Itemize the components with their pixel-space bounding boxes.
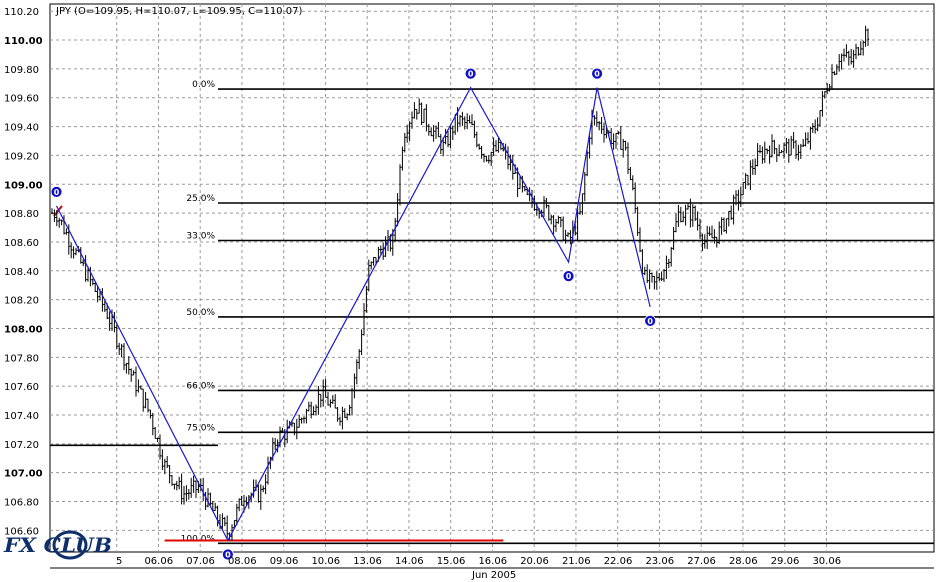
x-tick-label: 5: [116, 556, 122, 567]
fib-level-label: 0.0%: [192, 80, 215, 90]
x-tick-label: 16.06: [478, 556, 507, 567]
pivot-marker: [50, 185, 63, 198]
plot-area: [49, 3, 935, 553]
y-tick-label: 106.60: [4, 526, 39, 537]
pivot-marker: [562, 270, 575, 283]
fib-level-label: 25.0%: [186, 194, 215, 204]
fib-level-label: 75.0%: [186, 423, 215, 433]
pivot-marker: [221, 548, 234, 561]
y-tick-label: 109.40: [4, 123, 39, 134]
fib-level-label: 66.0%: [186, 381, 215, 391]
x-tick-label: 20.06: [520, 556, 549, 567]
y-tick-label: 108.60: [4, 238, 39, 249]
y-tick-label: 107.60: [4, 382, 39, 393]
grid: [50, 4, 934, 552]
x-tick-label: 22.06: [604, 556, 633, 567]
y-tick-label: 107.40: [4, 411, 39, 422]
y-tick-label: 108.20: [4, 296, 39, 307]
x-tick-label: 10.06: [311, 556, 340, 567]
x-tick-label: 27.06: [687, 556, 716, 567]
x-tick-label: 28.06: [729, 556, 758, 567]
x-tick-label: 06.06: [144, 556, 173, 567]
pivot-marker: [464, 67, 477, 80]
pivot-marker-label: 0: [468, 70, 474, 79]
y-tick-label: 107.20: [4, 440, 39, 451]
y-tick-label: 107.80: [4, 353, 39, 364]
pivot-marker: [644, 314, 657, 327]
x-tick-label: 21.06: [562, 556, 591, 567]
zigzag: 0 0 0 0 0 0: [50, 67, 657, 561]
fibonacci-levels: 0.0% 25.0% 33.0% 50.0% 66.0% 75.0% 100.0%: [50, 80, 934, 544]
candles: [50, 25, 870, 541]
chart-title: JPY (O=109.95, H=110.07, L=109.95, C=110…: [55, 6, 302, 17]
x-tick-label: 13.06: [353, 556, 382, 567]
pivot-marker-label: 0: [566, 272, 572, 281]
y-tick-label: 110.20: [4, 7, 39, 18]
y-axis: 110.20 110.00 109.80 109.60 109.40 109.20 109.…: [4, 7, 43, 537]
pivot-marker-label: 0: [647, 317, 653, 326]
y-tick-label: 109.80: [4, 65, 39, 76]
y-tick-label: 109.00: [4, 180, 43, 191]
pivot-marker-label: 0: [594, 70, 600, 79]
y-tick-label: 109.20: [4, 151, 39, 162]
fib-level-label: 50.0%: [186, 308, 215, 318]
month-label: Jun 2005: [471, 570, 516, 581]
x-tick-label: 09.06: [270, 556, 299, 567]
y-tick-label: 108.80: [4, 209, 39, 220]
zigzag-line: [55, 86, 651, 542]
y-tick-label: 108.00: [4, 324, 43, 335]
x-tick-label: 29.06: [771, 556, 800, 567]
y-tick-label: 106.80: [4, 498, 39, 509]
y-tick-label: 107.00: [4, 469, 43, 480]
y-tick-label: 108.40: [4, 267, 39, 278]
pivot-marker-label: 0: [225, 550, 231, 559]
fx-club-logo: FX CLUB: [3, 530, 112, 560]
x-tick-label: 07.06: [186, 556, 215, 567]
fib-level-label: 33.0%: [186, 232, 215, 242]
x-tick-label: 23.06: [645, 556, 674, 567]
x-tick-label: 15.06: [437, 556, 466, 567]
pivot-marker-label: 0: [54, 188, 60, 197]
x-tick-label: 30.06: [812, 556, 841, 567]
y-tick-label: 109.60: [4, 94, 39, 105]
y-tick-label: 110.00: [4, 36, 43, 47]
logo-text: FX CLUB: [3, 533, 112, 557]
x-axis: 5 06.06 07.06 08.06 09.06 10.06 13.06 14.06 15.0…: [116, 556, 841, 567]
x-tick-label: 08.06: [228, 556, 257, 567]
red-mark: [53, 205, 63, 217]
pivot-marker: [591, 67, 603, 80]
x-tick-label: 14.06: [395, 556, 424, 567]
fib-level-label: 100.0%: [181, 534, 216, 544]
